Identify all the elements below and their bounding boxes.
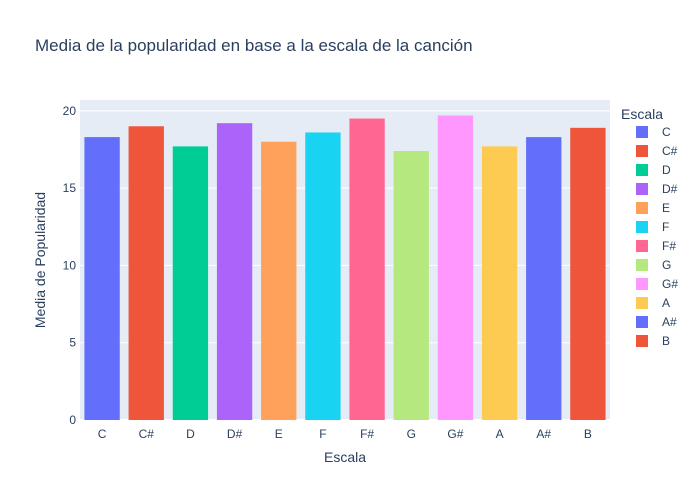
legend-label: G [662,258,671,272]
legend-item-F#[interactable]: F# [636,239,676,253]
legend-item-D#[interactable]: D# [636,182,678,196]
bar-B[interactable] [570,127,606,421]
legend-item-E[interactable]: E [636,201,670,215]
x-tick-label: D [186,427,195,441]
legend-label: D [662,163,671,177]
legend-item-F[interactable]: F [636,220,669,234]
legend-item-B[interactable]: B [636,334,670,348]
legend-swatch [636,221,648,233]
legend-swatch [636,164,648,176]
y-tick-label: 0 [69,413,76,427]
legend-label: G# [662,277,678,291]
y-tick-label: 10 [63,258,77,272]
x-axis-title: Escala [324,449,366,465]
legend-swatch [636,126,648,138]
x-tick-label: D# [227,427,243,441]
bars [84,115,606,421]
legend-swatch [636,278,648,290]
legend-item-C[interactable]: C [636,125,671,139]
legend-label: F# [662,239,676,253]
legend-swatch [636,183,648,195]
legend-label: D# [662,182,678,196]
x-tick-label: F [319,427,326,441]
legend-label: E [662,201,670,215]
legend-item-C#[interactable]: C# [636,144,678,158]
legend-swatch [636,202,648,214]
y-tick-label: 15 [63,181,77,195]
legend-label: C [662,125,671,139]
bar-C[interactable] [84,137,120,421]
bar-E[interactable] [261,141,297,420]
chart-title: Media de la popularidad en base a la esc… [35,36,473,55]
x-tick-label: A# [536,427,551,441]
bar-F#[interactable] [349,118,385,421]
legend-label: A# [662,315,677,329]
x-tick-label: E [275,427,283,441]
legend-item-G[interactable]: G [636,258,671,272]
legend-item-D[interactable]: D [636,163,671,177]
bar-G[interactable] [393,151,429,420]
bar-D[interactable] [172,146,209,420]
legend-swatch [636,145,648,157]
bar-G#[interactable] [437,115,474,421]
legend-label: B [662,334,670,348]
legend-swatch [636,259,648,271]
y-tick-label: 5 [69,336,76,350]
x-tick-label: C# [139,427,155,441]
x-tick-label: F# [360,427,374,441]
x-tick-labels: C C# D D# E F F# G G# A A# B [98,427,592,441]
legend-swatch [636,240,648,252]
x-tick-label: A [496,427,504,441]
y-axis-title: Media de Popularidad [32,192,48,328]
gridlines [80,110,610,421]
legend-label: C# [662,144,678,158]
legend-item-G#[interactable]: G# [636,277,678,291]
y-tick-label: 20 [63,104,77,118]
bar-F[interactable] [305,132,341,420]
bar-C#[interactable] [128,126,164,421]
plot-area [80,100,610,420]
legend-item-A#[interactable]: A# [636,315,677,329]
x-tick-label: C [98,427,107,441]
legend-label: F [662,220,669,234]
legend: C C# D D# EF F# G G# A A# B [636,125,678,348]
legend-swatch [636,297,648,309]
x-tick-label: G [407,427,416,441]
legend-label: A [662,296,670,310]
bar-D#[interactable] [216,123,253,420]
legend-title: Escala [621,106,663,122]
x-tick-label: G# [447,427,463,441]
legend-swatch [636,335,648,347]
y-tick-labels: 0 5 10 15 20 [63,104,77,427]
legend-item-A[interactable]: A [636,296,670,310]
legend-swatch [636,316,648,328]
bar-A[interactable] [481,146,518,420]
bar-A#[interactable] [526,137,562,421]
x-tick-label: B [584,427,592,441]
